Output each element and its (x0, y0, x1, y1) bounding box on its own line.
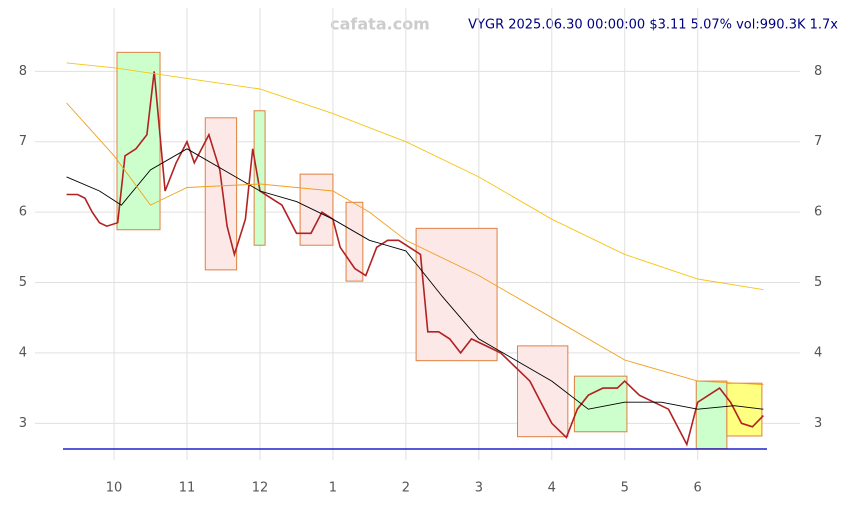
y-tick-label: 7 (19, 134, 27, 149)
x-tick-label: 10 (106, 481, 123, 496)
y-tick-label: 3 (19, 416, 27, 431)
box (726, 382, 763, 437)
x-tick-label: 1 (329, 481, 337, 496)
y-tick-label: 6 (19, 205, 27, 220)
watermark: cafata.com (330, 15, 430, 34)
box (253, 110, 266, 246)
box (573, 375, 628, 433)
x-tick-label: 5 (621, 481, 629, 496)
x-tick-label: 4 (548, 481, 556, 496)
y-tick-label: 6 (814, 205, 822, 220)
box (204, 117, 238, 271)
y-tick-label: 7 (814, 134, 822, 149)
y-tick-label: 4 (19, 345, 27, 360)
x-tick-label: 11 (179, 481, 196, 496)
x-tick-label: 2 (402, 481, 410, 496)
box (415, 227, 498, 362)
chart-title: VYGR 2025.06.30 00:00:00 $3.11 5.07% vol… (468, 18, 838, 33)
y-tick-label: 4 (814, 345, 822, 360)
x-tick-label: 3 (475, 481, 483, 496)
y-tick-label: 8 (814, 64, 822, 79)
y-tick-label: 8 (19, 64, 27, 79)
y-tick-label: 5 (19, 275, 27, 290)
x-tick-label: 6 (694, 481, 702, 496)
y-tick-label: 5 (814, 275, 822, 290)
x-tick-label: 12 (252, 481, 269, 496)
price-line (66, 62, 764, 291)
price-line (66, 71, 764, 447)
price-line (66, 148, 764, 410)
box (345, 201, 364, 282)
price-line (66, 102, 764, 386)
box (299, 173, 334, 246)
box (516, 345, 569, 438)
y-tick-label: 3 (814, 416, 822, 431)
box (116, 51, 161, 231)
